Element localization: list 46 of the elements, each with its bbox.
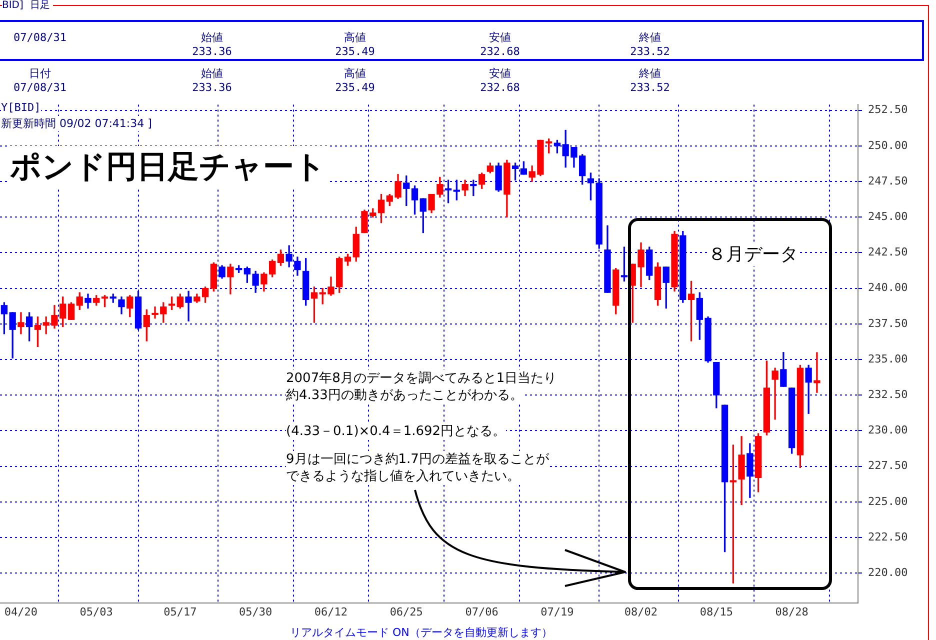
y-tick-label: 240.00 xyxy=(868,281,908,294)
annotation: 新更新時間 09/02 07:41:34 ] xyxy=(1,116,152,131)
x-tick-label: 06/25 xyxy=(390,605,423,618)
x-tick-label: 08/02 xyxy=(624,605,658,618)
text: 終値 233.52 xyxy=(630,31,670,59)
x-tick-label: 05/30 xyxy=(238,605,272,618)
annotation: 2007年8月のデータを調べてみると1日当たり xyxy=(286,370,557,387)
y-tick-label: 250.00 xyxy=(868,138,908,152)
text: 日付 07/08/31 xyxy=(14,67,66,95)
annotation: Y[BID] xyxy=(1,101,41,114)
text: 07/08/31 xyxy=(14,31,66,45)
x-tick-label: 08/15 xyxy=(700,605,733,618)
annotation: ８月データ xyxy=(708,242,798,266)
y-tick-label: 237.50 xyxy=(868,316,908,330)
x-tick-label: 05/03 xyxy=(80,605,113,618)
y-tick-label: 220.00 xyxy=(868,566,908,579)
x-tick-label: 07/06 xyxy=(465,605,498,618)
x-tick-label: 07/19 xyxy=(540,605,574,618)
y-tick-label: 222.50 xyxy=(868,530,908,544)
text: 高値 235.49 xyxy=(335,67,375,95)
text: 高値 235.49 xyxy=(335,31,375,59)
text: 終値 233.52 xyxy=(630,67,670,95)
text: リアルタイムモード ON（データを自動更新します） xyxy=(290,625,552,640)
text: 安値 232.68 xyxy=(480,67,520,95)
y-tick-label: 227.50 xyxy=(868,459,908,472)
y-tick-label: 235.00 xyxy=(868,352,908,366)
y-tick-label: 225.00 xyxy=(868,494,908,508)
text: 安値 232.68 xyxy=(480,31,520,59)
x-tick-label: 06/12 xyxy=(314,605,348,618)
y-tick-label: 252.50 xyxy=(868,103,908,116)
text: BID] 日足 xyxy=(2,0,53,11)
annotation: (4.33－0.1)×0.4＝1.692円となる。 xyxy=(286,423,506,440)
text: 始値 233.36 xyxy=(192,67,232,95)
y-tick-label: 245.00 xyxy=(868,210,908,223)
x-tick-label: 08/28 xyxy=(775,605,808,618)
x-tick-label: 05/17 xyxy=(164,605,197,618)
annotation: 9月は一回につき約1.7円の差益を取ることが xyxy=(286,451,549,468)
y-tick-label: 230.00 xyxy=(868,424,908,437)
text: 始値 233.36 xyxy=(192,31,232,59)
annotation: 約4.33円の動きがあったことがわかる。 xyxy=(286,387,523,404)
y-tick-label: 247.50 xyxy=(868,174,908,188)
annotation: できるような指し値を入れていきたい。 xyxy=(286,468,520,485)
y-tick-label: 232.50 xyxy=(868,388,908,401)
y-tick-label: 242.50 xyxy=(868,246,908,259)
x-tick-label: 04/20 xyxy=(4,605,38,618)
text: ポンド円日足チャート xyxy=(8,146,328,188)
